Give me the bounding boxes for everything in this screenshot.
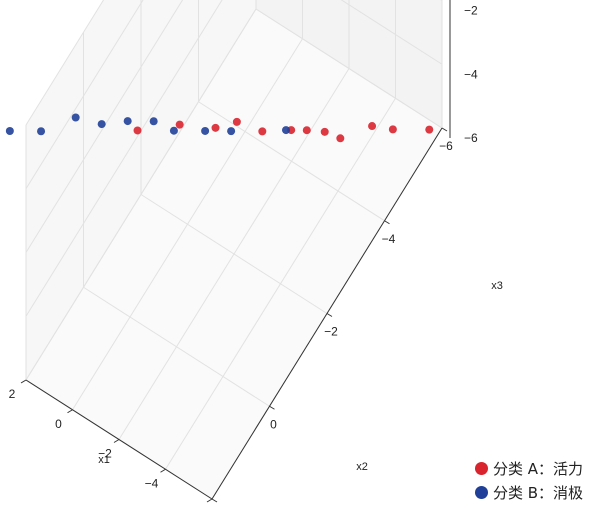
x3-tick-label: −2	[464, 4, 478, 18]
grid-line-z-side	[340, 0, 443, 65]
x2-axis-label: x2	[356, 461, 368, 473]
legend-marker	[475, 461, 488, 475]
x1-tick-mark	[67, 409, 73, 414]
x1-tick-label: 2	[9, 387, 16, 401]
x2-tick-mark	[441, 127, 448, 132]
legend-item: 分类 B：消极	[475, 480, 605, 504]
legend-label: 分类 B：消极	[493, 483, 584, 502]
data-point-b	[201, 126, 210, 135]
data-point-a	[320, 127, 329, 136]
x1-tick-label: −6	[191, 506, 205, 508]
x2-tick-label: −2	[324, 325, 338, 339]
data-point-a	[211, 123, 220, 132]
data-point-b	[37, 127, 46, 136]
grid-line-z-back	[25, 0, 105, 126]
grid-line-z-back	[25, 0, 144, 190]
legend: 分类 A：活力 分类 B：消极	[475, 456, 605, 504]
data-point-a	[133, 126, 142, 135]
data-point-b	[149, 117, 158, 126]
grid-line-y-floor	[140, 194, 328, 314]
x1-tick-label: −2	[98, 447, 112, 461]
x3-axis-label: x3	[491, 280, 503, 292]
x1-tick-mark	[206, 498, 213, 503]
data-point-b	[282, 126, 290, 135]
data-point-b	[227, 127, 236, 136]
data-point-a	[175, 120, 184, 129]
x1-tick-label: −4	[145, 476, 159, 490]
data-point-b	[97, 120, 106, 129]
x1-tick-label: 0	[55, 417, 62, 431]
grid-line-z-side	[255, 8, 443, 129]
tick-labels: 20−2−4−620−2−4−620−2−4−6	[9, 4, 478, 508]
x2-tick-label: −4	[382, 232, 396, 246]
grid-line-z-back	[25, 8, 257, 381]
x2-tick-mark	[384, 220, 390, 225]
x1-tick-mark	[20, 379, 27, 384]
grid-line-z-back	[25, 0, 184, 253]
x2-tick-mark	[211, 498, 218, 503]
data-point-a	[258, 127, 267, 136]
x1-tick-mark	[113, 439, 120, 443]
legend-item: 分类 A：活力	[475, 456, 605, 480]
x1-tick-mark	[160, 468, 166, 473]
data-point-a	[302, 126, 311, 135]
x1-axis-label: x1	[98, 454, 110, 466]
legend-label: 分类 A：活力	[493, 459, 584, 478]
data-points	[5, 113, 434, 143]
x3-tick-label: −4	[464, 67, 478, 81]
x2-tick-mark	[326, 313, 333, 317]
data-point-a	[388, 125, 397, 134]
x2-tick-label: 0	[270, 417, 277, 431]
axis-lines	[20, 0, 451, 503]
data-point-b	[5, 127, 14, 136]
legend-marker	[475, 485, 488, 499]
data-point-a	[232, 117, 241, 126]
grid-line-y-floor	[198, 101, 385, 222]
x3-tick-label: −6	[464, 131, 478, 145]
axis-labels: x1 x2 x3	[98, 280, 503, 473]
data-point-b	[123, 117, 132, 126]
x2-tick-label: −6	[439, 139, 453, 153]
grid-line-y-floor	[83, 286, 270, 407]
data-point-a	[368, 122, 377, 131]
data-point-b	[71, 113, 80, 122]
data-point-a	[425, 125, 434, 134]
data-point-b	[169, 126, 178, 135]
data-point-a	[336, 134, 345, 143]
x2-tick-mark	[269, 405, 275, 410]
axes-panes	[26, 0, 442, 499]
